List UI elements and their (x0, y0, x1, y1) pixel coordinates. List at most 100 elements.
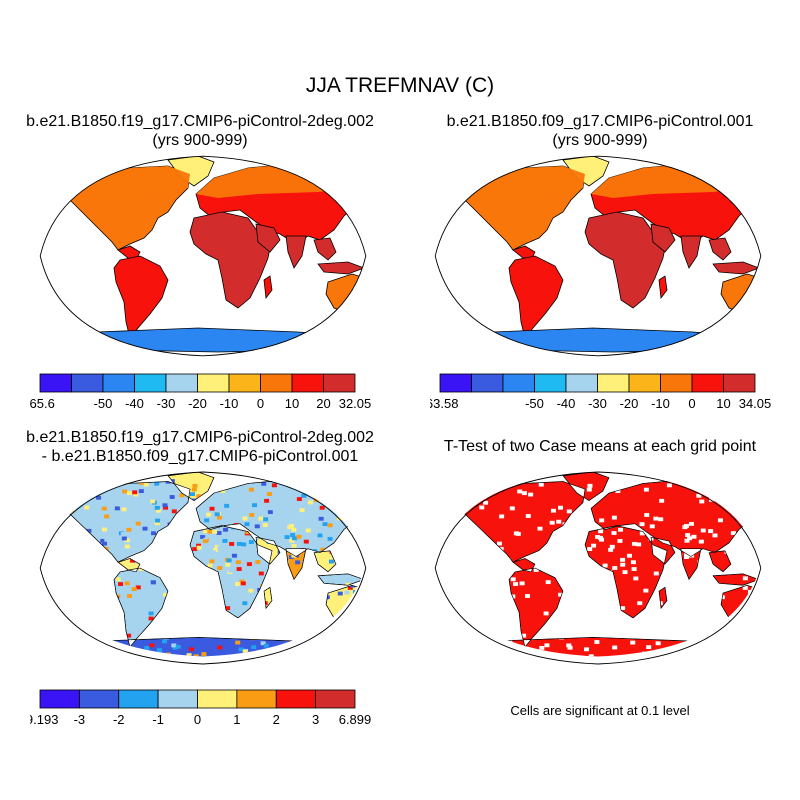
grid-cell (201, 652, 207, 656)
colorbar-label: -50 (525, 396, 544, 411)
colorbar-label: 6.899 (339, 712, 372, 727)
region-seAsia (313, 237, 337, 261)
grid-cell (334, 481, 340, 486)
grid-cell (175, 644, 181, 649)
colorbar-box (723, 373, 756, 393)
grid-cell (251, 645, 257, 650)
grid-cell (631, 567, 637, 571)
grid-cell (155, 518, 161, 523)
coast-india (680, 548, 702, 581)
grid-cell (764, 544, 769, 548)
coast-newZealand (775, 614, 781, 631)
grid-cell (688, 521, 694, 526)
grid-cell (544, 643, 550, 648)
grid-cell (192, 483, 198, 488)
colorbar-label: 2 (273, 712, 280, 727)
grid-cell (301, 646, 307, 651)
grid-cell (248, 487, 254, 492)
grid-cell (319, 505, 325, 510)
region-antarctica (57, 636, 366, 657)
grid-cell (287, 486, 293, 491)
grid-cell (148, 616, 154, 621)
map-bottom-right (434, 471, 781, 665)
grid-cell (453, 637, 459, 642)
grid-cell (196, 508, 202, 513)
grid-cell (84, 655, 90, 657)
grid-cell (130, 575, 136, 580)
grid-cell (515, 532, 521, 536)
colorbar-box (78, 689, 120, 709)
grid-cell (620, 606, 626, 611)
grid-cell (468, 645, 474, 649)
grid-cell (479, 505, 485, 510)
grid-cell (191, 487, 197, 492)
grid-cell (284, 535, 290, 540)
grid-cell (509, 506, 515, 511)
colorbar-label: -1 (152, 712, 164, 727)
grid-cell (217, 640, 223, 645)
colorbar-box (236, 689, 277, 709)
grid-cell (203, 529, 209, 534)
grid-cell (687, 536, 693, 541)
grid-cell (312, 658, 317, 662)
grid-cell (356, 505, 362, 510)
grid-cell (126, 527, 132, 532)
grid-cell (133, 492, 139, 497)
grid-cell (615, 489, 621, 493)
ocean-mask (40, 471, 366, 657)
grid-cell (331, 502, 337, 507)
grid-cell (319, 495, 325, 500)
grid-cell (84, 484, 90, 489)
grid-cell (626, 553, 632, 558)
ocean-mask (435, 471, 761, 657)
grid-cell (764, 612, 769, 616)
grid-cell (321, 492, 327, 497)
grid-cell (247, 651, 253, 656)
grid-cell (303, 539, 309, 544)
grid-cell (261, 481, 267, 486)
grid-cell (622, 570, 628, 575)
grid-cell (267, 510, 273, 515)
grid-cell (122, 489, 128, 494)
grid-cell (127, 594, 133, 598)
grid-cell (618, 527, 624, 532)
grid-cell (588, 654, 594, 657)
grid-cell (764, 568, 769, 572)
grid-cell (730, 531, 736, 535)
colorbar-label: -63.58 (430, 396, 458, 411)
band-europeAsia (591, 164, 761, 198)
grid-cell (116, 644, 122, 649)
region-antarctica (452, 636, 761, 657)
region-newZealand (380, 614, 386, 631)
grid-cell (639, 522, 645, 527)
grid-cell (266, 492, 272, 496)
grid-cell (649, 524, 655, 529)
grid-cell (130, 514, 136, 518)
grid-cell (151, 531, 157, 536)
grid-cell (655, 641, 661, 646)
grid-cell (699, 499, 705, 504)
grid-cell (374, 607, 379, 611)
grid-cell (556, 519, 562, 524)
grid-cell (238, 647, 244, 652)
colorbar-label: -30 (157, 396, 176, 411)
grid-cell (609, 544, 615, 549)
colorbar-box (71, 373, 104, 393)
colorbar-box (165, 373, 198, 393)
grid-cell (328, 559, 334, 564)
grid-cell (639, 531, 645, 536)
grid-cell (214, 491, 220, 496)
grid-cell (318, 660, 323, 664)
region-india (285, 235, 307, 269)
grid-cell (646, 645, 652, 650)
grid-cell (144, 645, 150, 650)
grid-cell (307, 500, 313, 505)
grid-cell (765, 542, 770, 546)
grid-cell (135, 659, 140, 663)
grid-cell (214, 512, 220, 517)
region-southAmerica (113, 255, 169, 339)
grid-cell (738, 648, 744, 653)
grid-cell (477, 637, 483, 642)
region-arabia (650, 223, 676, 253)
grid-cell (496, 541, 502, 546)
